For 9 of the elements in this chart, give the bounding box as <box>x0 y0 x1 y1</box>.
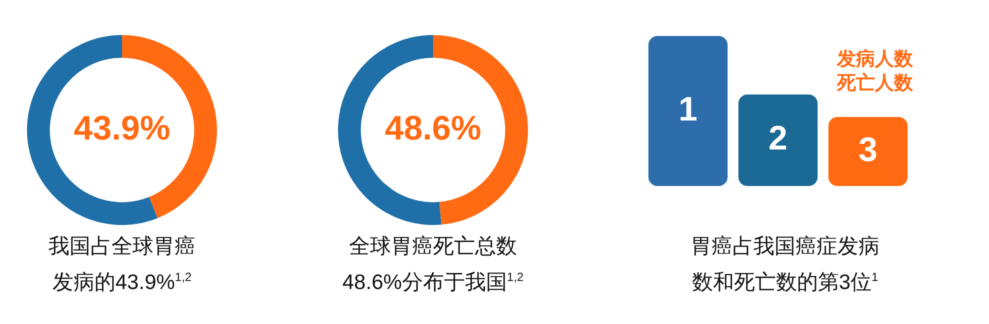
text: 胃癌占我国癌症发病数和死亡数的第3位$^{1}$ <box>690 234 880 296</box>
text: 我国占全球胃癌发病的43.9%$^{1,2}$ <box>48 234 196 296</box>
x-tick-label: 1 <box>678 90 698 128</box>
data-label: 48.6% <box>384 109 482 148</box>
annotation: 发病人数死亡人数 <box>836 48 914 96</box>
data-label: 43.9% <box>74 109 170 148</box>
x-tick-label: 3 <box>858 130 878 169</box>
x-tick-label: 2 <box>768 120 788 158</box>
text: 全球胃癌死亡总数48.6%分布于我国$^{1,2}$ <box>341 234 525 296</box>
